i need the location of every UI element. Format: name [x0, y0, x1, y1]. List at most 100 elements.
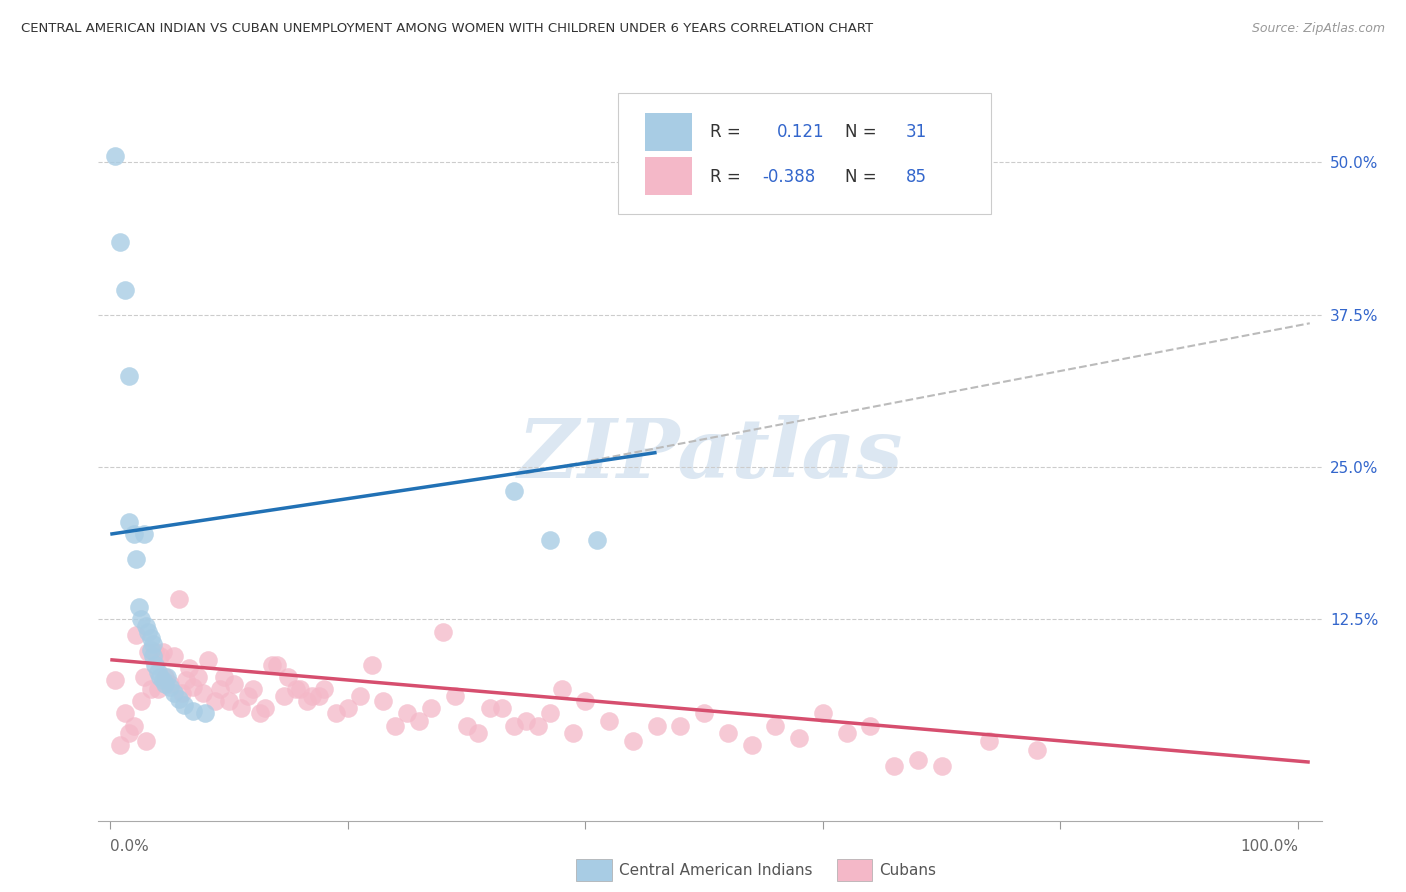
Point [146, 665, 169, 679]
Point [118, 515, 141, 529]
Text: CENTRAL AMERICAN INDIAN VS CUBAN UNEMPLOYMENT AMONG WOMEN WITH CHILDREN UNDER 6 : CENTRAL AMERICAN INDIAN VS CUBAN UNEMPLO… [21, 22, 873, 36]
Point [373, 694, 395, 708]
Point [104, 149, 127, 163]
Point [883, 758, 905, 772]
Point [277, 670, 299, 684]
Point [408, 714, 430, 728]
Point [645, 718, 668, 732]
Point [142, 649, 165, 664]
Point [129, 694, 152, 708]
Point [621, 734, 644, 748]
Point [420, 701, 443, 715]
Point [176, 673, 198, 688]
Point [114, 284, 136, 298]
Point [550, 681, 572, 696]
Point [142, 637, 165, 651]
Point [159, 677, 181, 691]
Point [118, 726, 141, 740]
Point [787, 731, 810, 745]
Point [491, 701, 513, 715]
Text: Central American Indians: Central American Indians [619, 863, 813, 878]
Point [503, 718, 526, 732]
Point [741, 738, 763, 752]
Point [384, 718, 406, 732]
Point [284, 681, 307, 696]
Point [183, 704, 205, 718]
Point [197, 653, 219, 667]
Point [118, 368, 141, 383]
Point [128, 600, 150, 615]
Point [669, 718, 692, 732]
Point [145, 657, 167, 672]
Point [163, 686, 186, 700]
Point [191, 686, 214, 700]
Point [811, 706, 834, 721]
Point [214, 670, 236, 684]
Point [152, 673, 174, 688]
Point [717, 726, 740, 740]
Point [260, 657, 283, 672]
Point [208, 681, 231, 696]
Point [122, 527, 145, 541]
FancyBboxPatch shape [619, 93, 991, 213]
Point [104, 673, 127, 688]
Point [135, 618, 157, 632]
Point [153, 670, 176, 684]
Point [693, 706, 716, 721]
Point [156, 670, 179, 684]
Point [132, 527, 155, 541]
Text: R =: R = [710, 122, 741, 141]
Point [443, 690, 465, 704]
Point [173, 698, 195, 712]
Text: Cubans: Cubans [879, 863, 936, 878]
Point [242, 681, 264, 696]
Point [218, 694, 240, 708]
Point [598, 714, 620, 728]
Point [183, 680, 205, 694]
Point [159, 680, 181, 694]
Point [763, 718, 786, 732]
Point [301, 690, 323, 704]
Point [396, 706, 419, 721]
Point [170, 686, 193, 700]
Text: N =: N = [845, 168, 876, 186]
Point [139, 681, 162, 696]
Point [586, 533, 609, 548]
Text: 0.0%: 0.0% [110, 838, 149, 854]
Point [907, 753, 929, 767]
Point [135, 734, 157, 748]
Point [336, 701, 359, 715]
Point [125, 628, 148, 642]
Point [204, 694, 226, 708]
Point [145, 645, 167, 659]
Point [538, 533, 561, 548]
Point [977, 734, 1000, 748]
Point [456, 718, 478, 732]
Point [308, 690, 330, 704]
Point [527, 718, 550, 732]
Point [236, 690, 259, 704]
Point [139, 643, 162, 657]
Text: 100.0%: 100.0% [1240, 838, 1298, 854]
Point [229, 701, 252, 715]
Point [177, 661, 200, 675]
Point [931, 758, 953, 772]
Point [222, 677, 245, 691]
Point [503, 484, 526, 499]
Point [149, 670, 172, 684]
Point [835, 726, 858, 740]
Point [290, 681, 312, 696]
Point [253, 701, 276, 715]
FancyBboxPatch shape [645, 157, 692, 195]
Point [136, 624, 159, 639]
Point [132, 670, 155, 684]
Point [114, 706, 136, 721]
Text: ZIPatlas: ZIPatlas [517, 415, 903, 495]
Point [249, 706, 271, 721]
Point [312, 681, 335, 696]
Point [136, 645, 159, 659]
Point [122, 718, 145, 732]
Point [515, 714, 537, 728]
Point [538, 706, 561, 721]
Point [266, 657, 288, 672]
